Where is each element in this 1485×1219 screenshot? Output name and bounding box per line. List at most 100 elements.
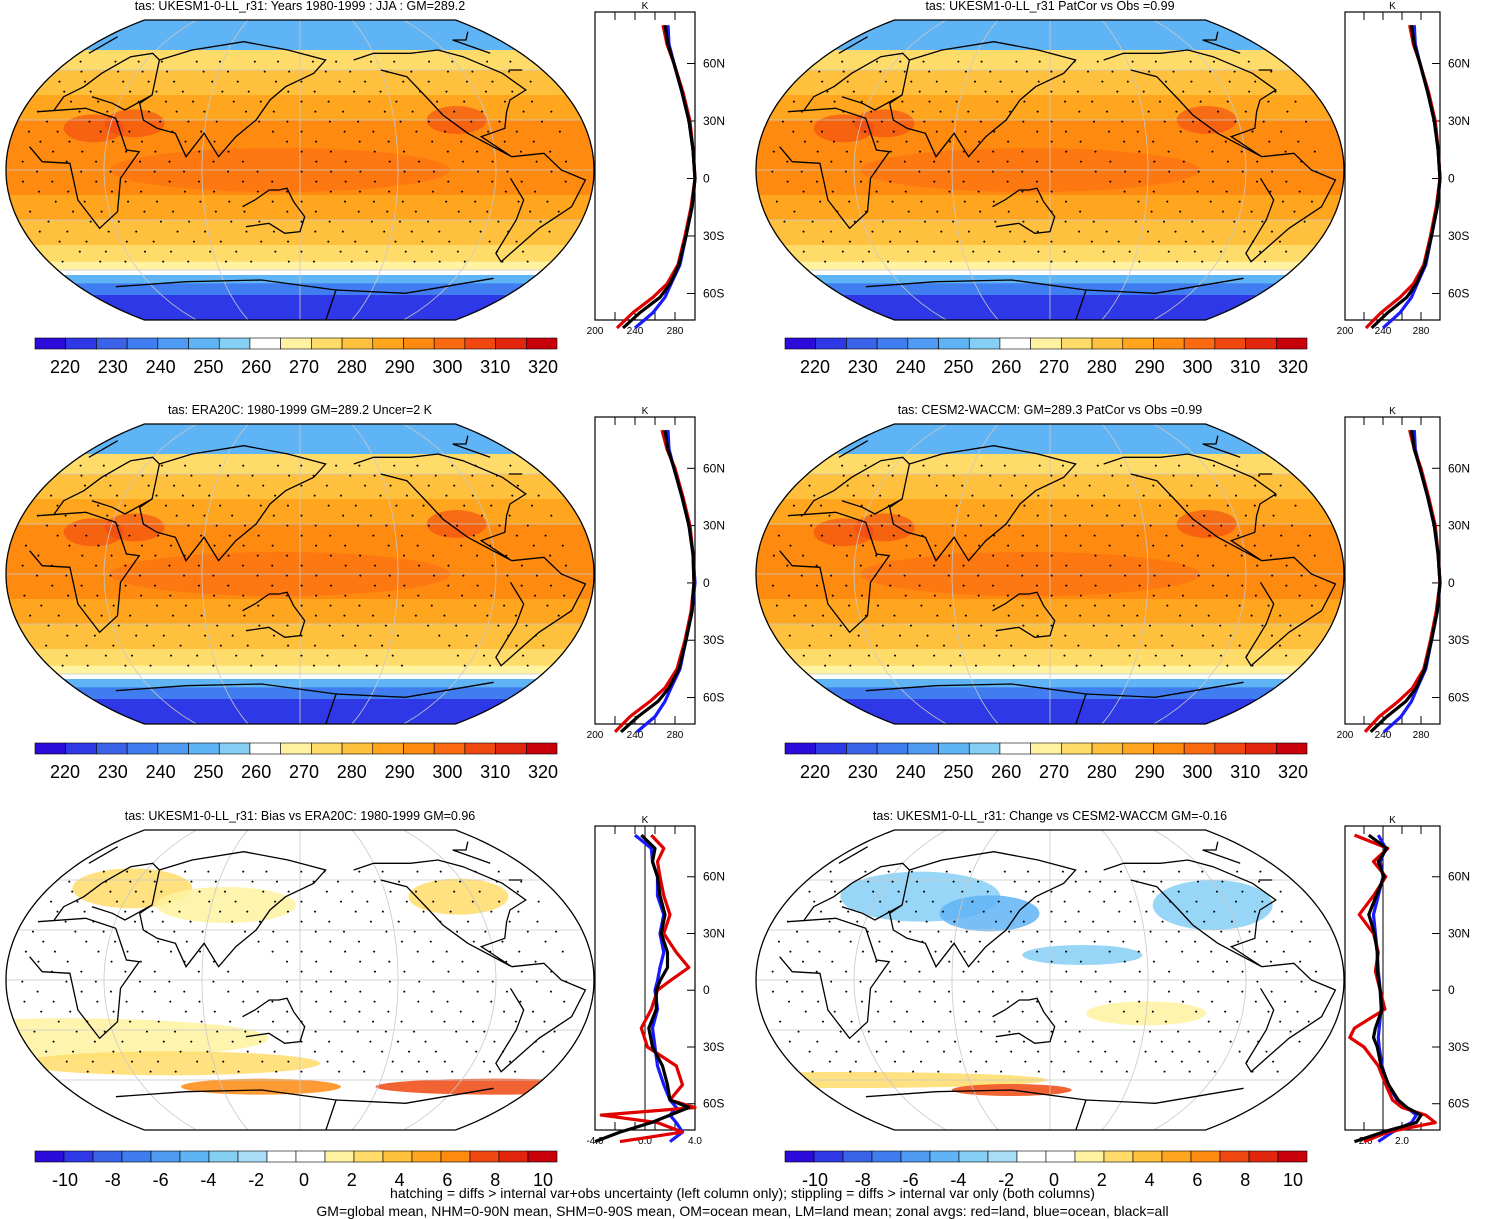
map-border: [5, 423, 595, 725]
colorbar-box: [464, 337, 496, 350]
colorbar-box: [34, 742, 67, 755]
hot-region: [854, 109, 915, 138]
stippling: [21, 60, 567, 263]
colorbar-box: [382, 1150, 413, 1163]
colorbar-box: [295, 1150, 326, 1163]
colorbar-label: 8: [1240, 1170, 1250, 1190]
zonal-profile-1: K 60N 30N 0 30S 60S 200 240 280: [587, 1, 725, 337]
coastlines: [779, 841, 1337, 1130]
lat-label: 60S: [1448, 1097, 1469, 1111]
colorbar-box: [218, 742, 251, 755]
coastline-africa: [29, 917, 141, 1040]
colorbar-box: [1030, 742, 1062, 755]
colorbar-label: 250: [193, 357, 223, 377]
colorbar-box: [968, 337, 1001, 350]
anomaly-region: [408, 878, 509, 915]
coastline-antarctica: [865, 277, 1244, 320]
colorbar-label: 320: [1278, 762, 1308, 782]
colorbar-label: 300: [1182, 357, 1212, 377]
x-label: 200: [1337, 730, 1354, 741]
colorbar-label: 4: [395, 1170, 405, 1190]
colorbar-label: 270: [1039, 357, 1069, 377]
colorbar-label: 290: [385, 357, 415, 377]
units-label: K: [1389, 1, 1396, 12]
colorbar-box: [1161, 1150, 1192, 1163]
coastline-australia: [242, 187, 306, 234]
colorbar-box: [341, 742, 374, 755]
graticule: [756, 830, 1344, 1130]
coastline-samerica: [495, 962, 587, 1073]
colorbar-box: [1219, 1150, 1250, 1163]
x-label: 240: [627, 730, 644, 741]
hot-region: [854, 513, 915, 542]
colorbar-label: 270: [289, 357, 319, 377]
profile-line-land: [1363, 429, 1442, 733]
colorbar-label: 300: [432, 357, 462, 377]
coastline-namerica: [353, 49, 527, 158]
meridian-line: [853, 830, 947, 1130]
colorbar-box: [1275, 742, 1308, 755]
coastline-antarctica: [115, 277, 494, 320]
units-label: K: [642, 406, 649, 417]
hot-region: [104, 109, 165, 138]
colorbar-box: [341, 337, 374, 350]
units-label: K: [642, 815, 649, 826]
meridian-line: [951, 830, 999, 1130]
colorbar-box: [1074, 1150, 1105, 1163]
map-border: [755, 423, 1345, 725]
colorbar-box: [815, 742, 847, 755]
colorbar-box: [999, 337, 1031, 350]
coastlines: [29, 435, 587, 724]
colorbar-box: [157, 337, 189, 350]
coastline-europe: [803, 52, 911, 111]
map-panel-6: tas: UKESM1-0-LL_r31: Change vs CESM2-WA…: [755, 809, 1345, 1131]
lat-label: 60S: [703, 1097, 724, 1111]
colorbar-6: -10 -8 -6 -4 -2 0 2 4 6 8 10: [784, 1150, 1308, 1190]
x-label: 280: [667, 730, 684, 741]
coastline-asia: [138, 851, 327, 968]
coastline-greenland: [838, 31, 1273, 71]
map-border: [5, 19, 595, 321]
colorbar-label: 280: [337, 357, 367, 377]
map-panel-1: tas: UKESM1-0-LL_r31: Years 1980-1999 : …: [5, 0, 595, 321]
colorbar-label: 260: [241, 762, 271, 782]
colorbar-label: 270: [289, 762, 319, 782]
profile-line-land: [615, 24, 697, 330]
x-label: 200: [587, 326, 604, 337]
colorbar-label: -10: [802, 1170, 828, 1190]
meridian-line: [1153, 830, 1247, 1130]
coastline-australia: [242, 997, 306, 1044]
profile-line-all: [621, 24, 697, 330]
colorbar-box: [96, 742, 128, 755]
profile-frame: [594, 416, 696, 725]
colorbar-box: [968, 742, 1001, 755]
colorbar-label: 240: [896, 357, 926, 377]
meridian-line: [403, 830, 497, 1130]
colorbar-label: 6: [442, 1170, 452, 1190]
meridian-line: [103, 424, 197, 724]
footer-line-1: hatching = diffs > internal var+obs unce…: [390, 1185, 1095, 1201]
colorbar-box: [871, 1150, 902, 1163]
colorbar-box: [353, 1150, 384, 1163]
colorbar-label: -2: [998, 1170, 1014, 1190]
x-label: 2.0: [1395, 1136, 1409, 1147]
lat-label: 30S: [703, 1040, 724, 1054]
map-border: [755, 19, 1345, 321]
lat-label: 60N: [1448, 461, 1470, 475]
coastline-europe: [53, 456, 161, 515]
colorbar-label: 250: [943, 762, 973, 782]
map-panel-2: tas: UKESM1-0-LL_r31 PatCor vs Obs =0.99: [755, 0, 1345, 321]
coastline-samerica: [1245, 556, 1337, 667]
coastline-samerica: [495, 556, 587, 667]
anomaly-region: [6, 1018, 269, 1059]
colorbar-box: [92, 1150, 123, 1163]
colorbar-label: 300: [1182, 762, 1212, 782]
colorbar-box: [34, 337, 67, 350]
x-label: 280: [1413, 326, 1430, 337]
colorbar-label: 2: [347, 1170, 357, 1190]
x-label: 200: [1337, 326, 1354, 337]
colorbar-box: [1183, 742, 1216, 755]
coastline-namerica: [1103, 49, 1277, 158]
coastline-greenland: [838, 435, 1273, 475]
colorbar-label: 260: [991, 762, 1021, 782]
